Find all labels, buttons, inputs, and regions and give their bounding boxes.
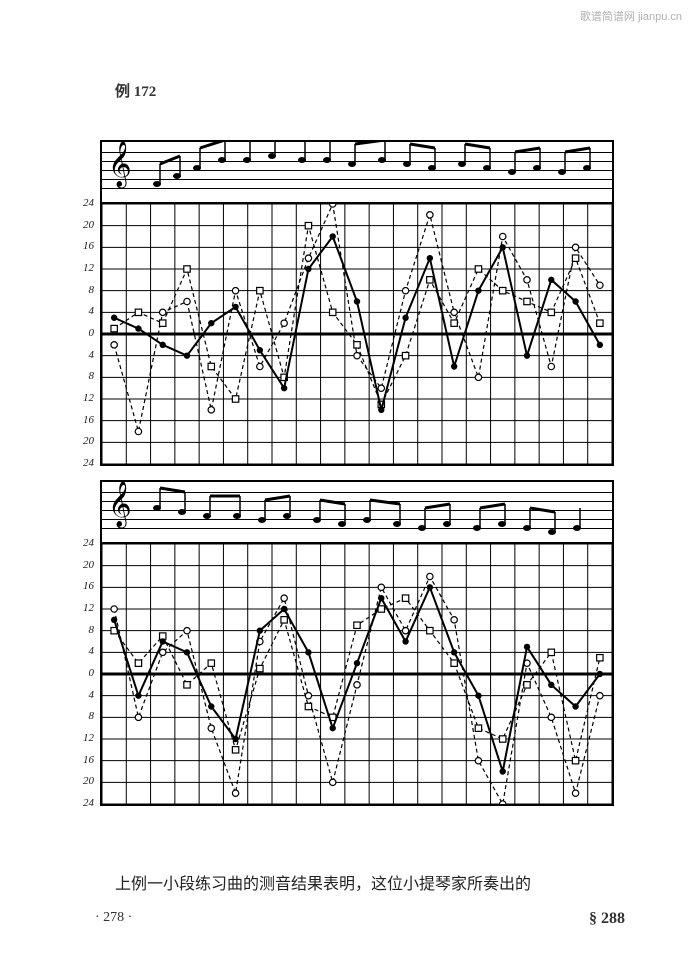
y-tick-label: 4 [74,645,94,657]
y-tick-label: 20 [74,775,94,787]
y-tick-label: 12 [74,732,94,744]
section-number: § 288 [589,910,625,928]
y-tick-label: 12 [74,262,94,274]
y-tick-label: 16 [74,754,94,766]
y-tick-label: 8 [74,284,94,296]
y-tick-label: 20 [74,219,94,231]
chart-block-top: 𝄞 242016128404812162024 [100,140,610,466]
y-tick-label: 4 [74,349,94,361]
y-tick-label: 24 [74,457,94,469]
music-staff-bottom: 𝄞 [100,480,614,544]
y-tick-label: 20 [74,435,94,447]
y-tick-label: 0 [74,667,94,679]
y-tick-label: 4 [74,305,94,317]
y-tick-label: 8 [74,624,94,636]
chart-svg-top [102,204,612,464]
y-tick-label: 0 [74,327,94,339]
y-tick-label: 24 [74,797,94,809]
y-tick-label: 16 [74,240,94,252]
y-tick-label: 16 [74,414,94,426]
chart-block-bottom: 𝄞 242016128404812162024 [100,480,610,806]
y-tick-label: 12 [74,392,94,404]
y-tick-label: 12 [74,602,94,614]
page-number-left: · 278 · [95,910,132,926]
y-tick-label: 4 [74,689,94,701]
watermark: 歌谱简谱网 jianpu.cn [580,8,682,24]
chart-svg-bottom [102,544,612,804]
y-tick-label: 16 [74,580,94,592]
staff-notes-bottom [102,482,612,542]
y-tick-label: 8 [74,370,94,382]
example-number: 例 172 [115,80,156,101]
grid-chart-top: 242016128404812162024 [100,202,614,466]
grid-chart-bottom: 242016128404812162024 [100,542,614,806]
y-tick-label: 20 [74,559,94,571]
caption: 上例一小段练习曲的测音结果表明，这位小提琴家所奏出的 [115,870,630,894]
y-tick-label: 24 [74,537,94,549]
y-tick-label: 24 [74,197,94,209]
music-staff-top: 𝄞 [100,140,614,204]
staff-notes-top [102,142,612,202]
y-tick-label: 8 [74,710,94,722]
